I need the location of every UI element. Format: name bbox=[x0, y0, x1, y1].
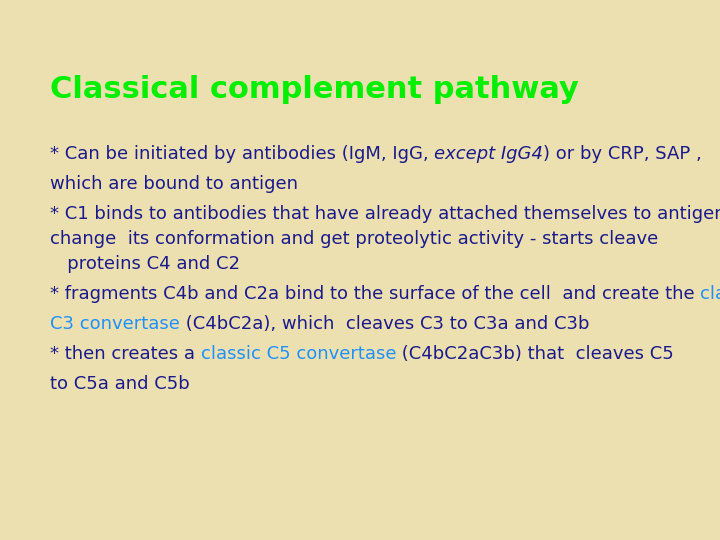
Text: * Can be initiated by antibodies (IgM, IgG,: * Can be initiated by antibodies (IgM, I… bbox=[50, 145, 434, 163]
Text: Classical complement pathway: Classical complement pathway bbox=[50, 75, 579, 104]
Text: * C1 binds to antibodies that have already attached themselves to antigen ,: * C1 binds to antibodies that have alrea… bbox=[50, 205, 720, 223]
Text: classic C5 convertase: classic C5 convertase bbox=[201, 345, 396, 363]
Text: (C4bC2a), which  cleaves C3 to C3a and C3b: (C4bC2a), which cleaves C3 to C3a and C3… bbox=[180, 315, 590, 333]
Text: C3 convertase: C3 convertase bbox=[50, 315, 180, 333]
Text: * fragments C4b and C2a bind to the surface of the cell  and create the: * fragments C4b and C2a bind to the surf… bbox=[50, 285, 701, 303]
Text: classic: classic bbox=[701, 285, 720, 303]
Text: (C4bC2aC3b) that  cleaves C5: (C4bC2aC3b) that cleaves C5 bbox=[396, 345, 674, 363]
Text: which are bound to antigen: which are bound to antigen bbox=[50, 175, 298, 193]
Text: ) or by CRP, SAP ,: ) or by CRP, SAP , bbox=[544, 145, 702, 163]
Text: * then creates a: * then creates a bbox=[50, 345, 201, 363]
Text: to C5a and C5b: to C5a and C5b bbox=[50, 375, 190, 393]
Text: except IgG4: except IgG4 bbox=[434, 145, 544, 163]
Text: proteins C4 and C2: proteins C4 and C2 bbox=[50, 255, 240, 273]
Text: change  its conformation and get proteolytic activity - starts cleave: change its conformation and get proteoly… bbox=[50, 230, 658, 248]
